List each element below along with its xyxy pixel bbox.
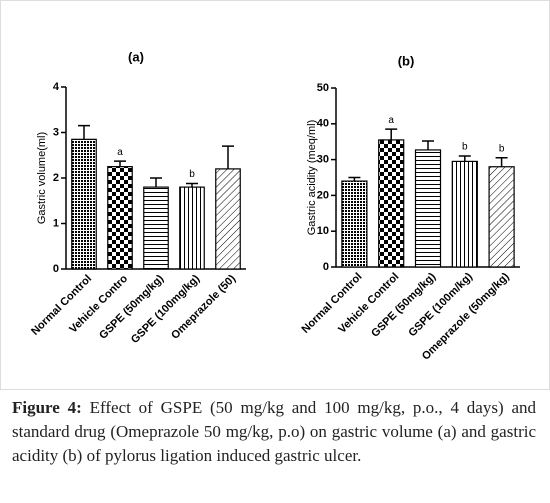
bar	[488, 166, 515, 268]
y-tick-label: 0	[53, 263, 59, 275]
y-axis-label: Gastric volume(ml)	[36, 132, 48, 224]
y-tick-label: 2	[53, 172, 59, 184]
y-tick-label: 10	[317, 225, 329, 237]
error-bar	[385, 128, 398, 140]
bar	[71, 138, 97, 270]
bar	[341, 180, 368, 268]
annotation: b	[462, 142, 468, 153]
chart-title: (a)	[128, 49, 144, 64]
x-tick-label: Normal Control	[299, 271, 364, 336]
error-bar	[222, 145, 234, 169]
x-tick-label: Omeprazole (50)	[169, 272, 238, 341]
bar	[179, 186, 205, 270]
bar	[143, 186, 169, 270]
y-tick-label: 30	[317, 154, 329, 166]
y-axis-label: Gastric acidity (meq/ml)	[306, 120, 318, 236]
y-tick-label: 3	[53, 126, 59, 138]
bar	[378, 139, 405, 268]
caption-text: Effect of GSPE (50 mg/kg and 100 mg/kg, …	[12, 398, 536, 465]
y-tick-label: 40	[317, 118, 329, 130]
bar	[107, 166, 133, 270]
caption: Figure 4: Effect of GSPE (50 mg/kg and 1…	[12, 396, 536, 468]
x-tick-label: Normal Control	[29, 273, 94, 338]
error-bar	[78, 124, 90, 140]
error-bar	[150, 177, 162, 188]
annotation: a	[388, 115, 394, 126]
bar	[215, 168, 241, 270]
y-tick-label: 1	[53, 217, 59, 229]
error-bar	[186, 182, 198, 188]
x-tick-label: GSPE (100m/kg)	[406, 270, 475, 339]
y-tick-label: 50	[317, 82, 329, 94]
x-tick-label: GSPE (50mg/kg)	[97, 272, 166, 341]
caption-label: Figure 4:	[12, 398, 82, 417]
bar	[451, 160, 478, 268]
annotation: a	[117, 147, 123, 158]
error-bar	[495, 157, 508, 167]
annotation: b	[189, 169, 195, 180]
annotation: b	[499, 143, 505, 154]
y-tick-label: 4	[53, 81, 60, 93]
y-tick-label: 0	[323, 261, 329, 273]
x-tick-label: GSPE (50mg/kg)	[369, 270, 438, 339]
error-bar	[348, 176, 361, 182]
x-tick-label: GSPE (100mg/kg)	[129, 272, 203, 346]
bar	[414, 149, 442, 268]
error-bar	[114, 160, 126, 167]
error-bar	[422, 140, 434, 150]
error-bar	[458, 155, 471, 162]
y-tick-label: 20	[317, 189, 329, 201]
charts: (a) Gastric volume(ml) 0 1 2 3 4 Normal Control…	[0, 0, 550, 390]
chart-title: (b)	[398, 53, 415, 68]
